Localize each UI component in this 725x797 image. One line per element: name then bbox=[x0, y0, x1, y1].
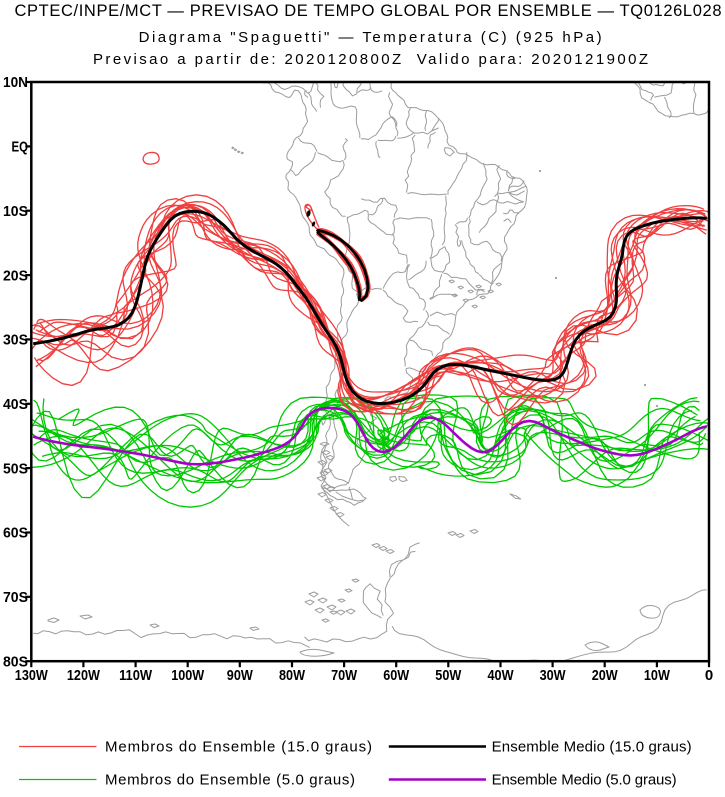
svg-text:10N: 10N bbox=[3, 74, 28, 91]
svg-text:110W: 110W bbox=[119, 667, 153, 684]
svg-text:Ensemble Medio (15.0 graus): Ensemble Medio (15.0 graus) bbox=[492, 739, 692, 756]
svg-text:80W: 80W bbox=[279, 667, 306, 684]
svg-text:Ensemble Medio (5.0 graus): Ensemble Medio (5.0 graus) bbox=[492, 772, 677, 789]
svg-text:50S: 50S bbox=[3, 460, 28, 477]
svg-text:100W: 100W bbox=[171, 667, 205, 684]
svg-text:10S: 10S bbox=[3, 203, 28, 220]
svg-text:40W: 40W bbox=[488, 667, 515, 684]
svg-text:70S: 70S bbox=[3, 589, 28, 606]
svg-text:70W: 70W bbox=[331, 667, 358, 684]
svg-text:Membros do Ensemble (5.0 graus: Membros do Ensemble (5.0 graus) bbox=[105, 772, 355, 789]
svg-text:60W: 60W bbox=[383, 667, 410, 684]
svg-text:40S: 40S bbox=[3, 396, 28, 413]
svg-text:10W: 10W bbox=[644, 667, 671, 684]
svg-text:20W: 20W bbox=[592, 667, 619, 684]
svg-text:30S: 30S bbox=[3, 332, 28, 349]
svg-text:120W: 120W bbox=[67, 667, 101, 684]
svg-text:CPTEC/INPE/MCT — PREVISAO DE T: CPTEC/INPE/MCT — PREVISAO DE TEMPO GLOBA… bbox=[15, 2, 722, 20]
svg-text:50W: 50W bbox=[435, 667, 462, 684]
svg-text:130W: 130W bbox=[15, 667, 49, 684]
svg-text:30W: 30W bbox=[540, 667, 567, 684]
svg-text:Previsao a partir de: 20201208: Previsao a partir de: 2020120800Z Valido… bbox=[93, 51, 648, 68]
svg-text:0: 0 bbox=[705, 667, 713, 684]
svg-text:EQ: EQ bbox=[12, 139, 29, 156]
svg-text:Membros do Ensemble (15.0 grau: Membros do Ensemble (15.0 graus) bbox=[105, 739, 372, 756]
svg-text:90W: 90W bbox=[227, 667, 254, 684]
svg-text:20S: 20S bbox=[3, 267, 28, 284]
svg-text:60S: 60S bbox=[3, 525, 28, 542]
svg-text:80S: 80S bbox=[3, 653, 28, 670]
